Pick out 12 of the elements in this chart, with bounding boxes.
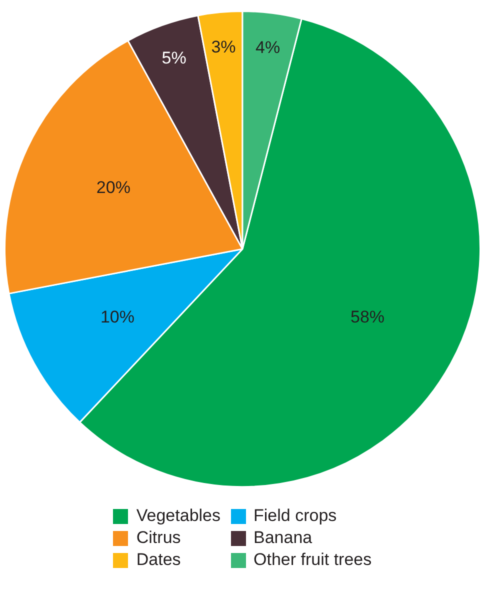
legend-label: Citrus bbox=[136, 528, 181, 548]
data-label: 58% bbox=[350, 307, 385, 326]
legend-label: Field crops bbox=[254, 506, 337, 526]
legend-label: Banana bbox=[254, 528, 312, 548]
legend-label: Dates bbox=[136, 550, 181, 570]
data-label: 10% bbox=[100, 307, 135, 326]
data-label: 3% bbox=[211, 37, 236, 56]
data-label: 5% bbox=[162, 48, 186, 68]
data-label: 20% bbox=[96, 178, 130, 197]
legend-label: Vegetables bbox=[136, 506, 221, 526]
legend-label: Other fruit trees bbox=[254, 550, 372, 570]
data-label: 4% bbox=[256, 38, 280, 58]
